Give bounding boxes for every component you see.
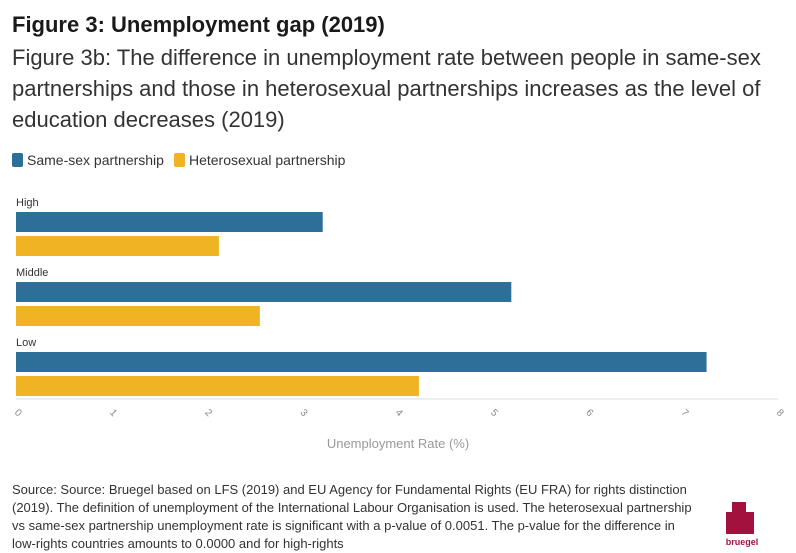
x-tick-label: 7 (679, 407, 691, 419)
legend-item-same-sex: Same-sex partnership (12, 152, 164, 168)
x-tick-label: 4 (393, 407, 405, 419)
logo-square-top (732, 502, 746, 514)
category-label: Middle (16, 267, 48, 279)
bar (16, 306, 260, 326)
legend-swatch-heterosexual (173, 153, 185, 167)
legend: Same-sex partnership Heterosexual partne… (12, 152, 345, 168)
x-axis-title: Unemployment Rate (%) (326, 436, 470, 451)
logo-square-main (726, 512, 754, 534)
bar (16, 282, 512, 302)
x-tick-label: 6 (583, 407, 595, 419)
logo-text: bruegel (725, 537, 759, 547)
bar-chart: High Middle Low 0 1 2 3 4 5 6 7 8 (12, 197, 786, 419)
x-tick-label: 3 (298, 407, 310, 419)
legend-label-same-sex: Same-sex partnership (27, 152, 164, 168)
x-tick-label: 8 (774, 407, 786, 419)
x-tick-label: 0 (12, 407, 24, 419)
x-tick-label: 2 (202, 407, 214, 419)
legend-item-heterosexual: Heterosexual partnership (173, 152, 346, 168)
source-note: Source: Source: Bruegel based on LFS (20… (12, 482, 692, 551)
chart-subtitle: Figure 3b: The difference in unemploymen… (12, 45, 761, 132)
bar (16, 236, 219, 256)
x-tick-label: 5 (488, 407, 500, 419)
bar (16, 376, 419, 396)
legend-label-heterosexual: Heterosexual partnership (188, 152, 346, 168)
legend-swatch-same-sex (12, 153, 23, 167)
bar (16, 352, 707, 372)
chart-title: Figure 3: Unemployment gap (2019) (12, 12, 385, 37)
bruegel-logo (726, 502, 754, 534)
category-label: High (16, 197, 39, 209)
bar (16, 212, 323, 232)
x-tick-label: 1 (107, 407, 119, 419)
category-label: Low (16, 337, 36, 349)
